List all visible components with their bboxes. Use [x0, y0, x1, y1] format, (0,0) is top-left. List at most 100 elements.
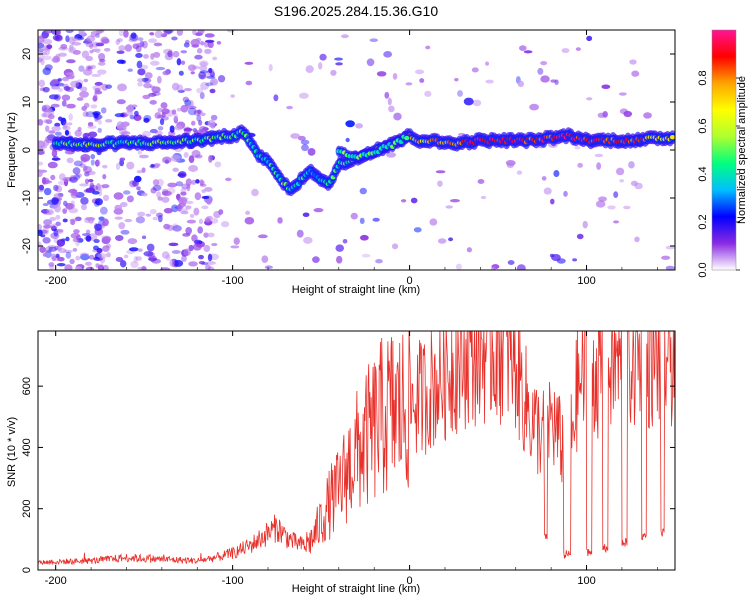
noise-speck: [335, 62, 343, 66]
noise-speck: [634, 236, 640, 243]
noise-speck: [419, 78, 425, 83]
noise-speck: [300, 139, 310, 145]
noise-speck: [171, 109, 177, 115]
noise-speck: [204, 217, 211, 223]
noise-speck: [154, 112, 162, 119]
noise-speck: [171, 250, 181, 255]
noise-speck: [543, 187, 552, 195]
noise-speck: [174, 124, 183, 131]
noise-speck: [115, 38, 120, 46]
noise-speck: [176, 203, 182, 212]
noise-speck: [58, 180, 66, 186]
noise-speck: [118, 45, 126, 51]
noise-speck: [244, 216, 255, 225]
noise-speck: [162, 156, 172, 164]
noise-speck: [97, 264, 105, 270]
noise-speck: [84, 171, 90, 177]
noise-speck: [618, 92, 627, 96]
noise-speck: [143, 54, 149, 59]
noise-speck: [163, 30, 173, 35]
noise-speck: [153, 42, 163, 47]
noise-speck: [95, 33, 100, 38]
noise-speck: [51, 125, 61, 132]
noise-speck: [201, 205, 209, 210]
noise-speck: [95, 43, 105, 47]
noise-speck: [466, 247, 472, 253]
noise-speck: [90, 64, 96, 70]
noise-speck: [628, 161, 635, 169]
noise-speck: [135, 45, 142, 53]
noise-speck: [383, 51, 393, 58]
noise-speck: [192, 65, 200, 70]
noise-speck: [75, 234, 82, 241]
noise-speck: [449, 199, 460, 203]
noise-speck: [180, 191, 187, 196]
noise-speck: [80, 157, 88, 163]
noise-speck: [341, 34, 349, 39]
noise-speck: [448, 237, 454, 242]
noise-speck: [216, 40, 222, 45]
noise-speck: [136, 186, 141, 191]
noise-speck: [141, 235, 147, 240]
noise-speck: [124, 218, 133, 223]
colorbar-label: Normalized spectral amplitude: [736, 76, 748, 224]
noise-speck: [118, 30, 124, 37]
noise-speck: [142, 77, 152, 84]
noise-speck: [186, 219, 197, 224]
noise-speck: [205, 82, 213, 87]
noise-speck: [89, 43, 94, 49]
noise-speck: [42, 202, 49, 207]
noise-speck: [540, 75, 550, 83]
noise-speck: [576, 233, 584, 240]
noise-speck: [345, 120, 355, 128]
noise-speck: [163, 223, 171, 230]
noise-speck: [157, 214, 163, 223]
noise-speck: [50, 103, 60, 108]
noise-speck: [463, 97, 474, 106]
noise-speck: [80, 86, 88, 92]
noise-speck: [155, 130, 163, 136]
noise-speck: [366, 58, 375, 67]
noise-speck: [400, 199, 407, 203]
noise-speck: [302, 212, 310, 218]
noise-speck: [204, 48, 212, 55]
noise-speck: [38, 79, 46, 88]
noise-speck: [115, 234, 124, 242]
noise-speck: [173, 115, 179, 124]
noise-speck: [572, 258, 578, 262]
noise-speck: [414, 69, 425, 75]
noise-speck: [596, 162, 602, 170]
noise-speck: [151, 86, 161, 93]
noise-speck: [217, 74, 226, 83]
noise-speck: [342, 239, 348, 244]
noise-speck: [99, 58, 106, 63]
noise-speck: [69, 258, 75, 265]
noise-speck: [410, 197, 418, 204]
noise-speck: [61, 94, 71, 101]
noise-speck: [455, 263, 463, 270]
noise-speck: [38, 48, 45, 53]
noise-speck: [120, 131, 131, 135]
noise-speck: [209, 88, 216, 94]
noise-speck: [210, 114, 218, 121]
noise-speck: [38, 169, 43, 177]
noise-speck: [38, 229, 43, 237]
y-tick-label: 600: [21, 377, 33, 395]
noise-speck: [189, 100, 194, 108]
noise-speck: [61, 77, 69, 81]
noise-speck: [99, 206, 108, 215]
noise-speck: [85, 229, 91, 235]
noise-speck: [485, 79, 494, 84]
noise-speck: [38, 184, 44, 191]
noise-speck: [164, 159, 170, 165]
noise-speck: [101, 184, 110, 189]
x-tick-label: 0: [407, 575, 413, 587]
noise-speck: [128, 37, 138, 43]
noise-speck: [586, 35, 593, 42]
noise-speck: [200, 82, 210, 90]
noise-speck: [369, 38, 379, 43]
noise-speck: [203, 244, 211, 252]
noise-speck: [88, 131, 98, 138]
noise-speck: [94, 81, 103, 86]
noise-speck: [42, 252, 48, 257]
